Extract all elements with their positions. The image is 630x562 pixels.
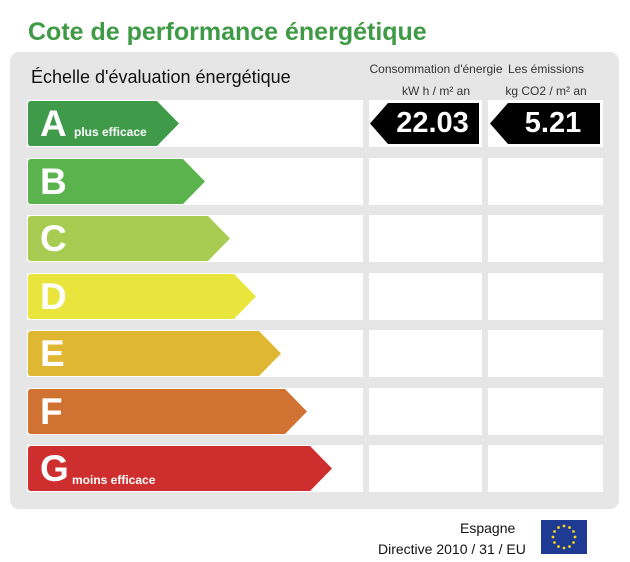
consumption-cell-g — [369, 445, 482, 492]
class-arrow-c: C — [28, 216, 230, 261]
eu-star — [572, 541, 575, 544]
class-arrow-d: D — [28, 274, 256, 319]
class-letter-d: D — [40, 276, 67, 317]
emissions-cell-g — [488, 445, 603, 492]
emissions-header-line1: Les émissions — [507, 62, 585, 76]
class-arrow-e: E — [28, 331, 281, 376]
consumption-value: 22.03 — [396, 107, 469, 139]
consumption-cell-d — [369, 273, 482, 320]
emissions-cell-b — [488, 158, 603, 205]
eu-star — [557, 526, 560, 529]
consumption-cell-b — [369, 158, 482, 205]
emissions-cell-d — [488, 273, 603, 320]
class-arrow-f: F — [28, 389, 307, 434]
class-letter-a: A — [40, 103, 67, 144]
emissions-cell-e — [488, 330, 603, 377]
eu-star — [551, 535, 555, 539]
emissions-cell-c — [488, 215, 603, 262]
eu-star — [568, 545, 571, 548]
emissions-value-tag: 5.21 — [490, 103, 600, 144]
emissions-value: 5.21 — [524, 107, 582, 139]
emissions-cell-f — [488, 388, 603, 435]
class-letter-c: C — [40, 218, 67, 259]
consumption-cell-e — [369, 330, 482, 377]
eu-star — [562, 546, 566, 550]
scale-heading: Échelle d'évaluation énergétique — [31, 67, 291, 87]
class-letter-f: F — [40, 391, 63, 432]
eu-star — [572, 530, 575, 533]
eu-star — [562, 524, 566, 528]
class-letter-e: E — [40, 333, 65, 374]
emissions-header-unit: kg CO2 / m² an — [505, 84, 587, 98]
eu-star — [557, 545, 560, 548]
class-letter-g: G — [40, 448, 69, 489]
class-arrow-b: B — [28, 159, 205, 204]
eu-star — [553, 530, 556, 533]
footer-country: Espagne — [460, 520, 516, 536]
footer-directive: Directive 2010 / 31 / EU — [378, 541, 526, 557]
emissions-column-header: Les émissions kg CO2 / m² an — [488, 58, 604, 102]
eu-flag-icon — [541, 520, 587, 554]
consumption-cell-c — [369, 215, 482, 262]
consumption-cell-f — [369, 388, 482, 435]
consumption-header-unit: kW h / m² an — [401, 84, 470, 98]
consumption-header-line1: Consommation d'énergie — [369, 62, 503, 76]
consumption-value-tag: 22.03 — [370, 103, 479, 144]
eu-star — [573, 535, 577, 539]
consumption-column-header: Consommation d'énergie kW h / m² an — [366, 58, 506, 102]
page-title: Cote de performance énergétique — [28, 18, 427, 46]
class-letter-b: B — [40, 161, 67, 202]
class-sublabel-a: plus efficace — [74, 125, 147, 139]
eu-star — [553, 541, 556, 544]
eu-star — [568, 526, 571, 529]
class-sublabel-g: moins efficace — [72, 473, 156, 487]
